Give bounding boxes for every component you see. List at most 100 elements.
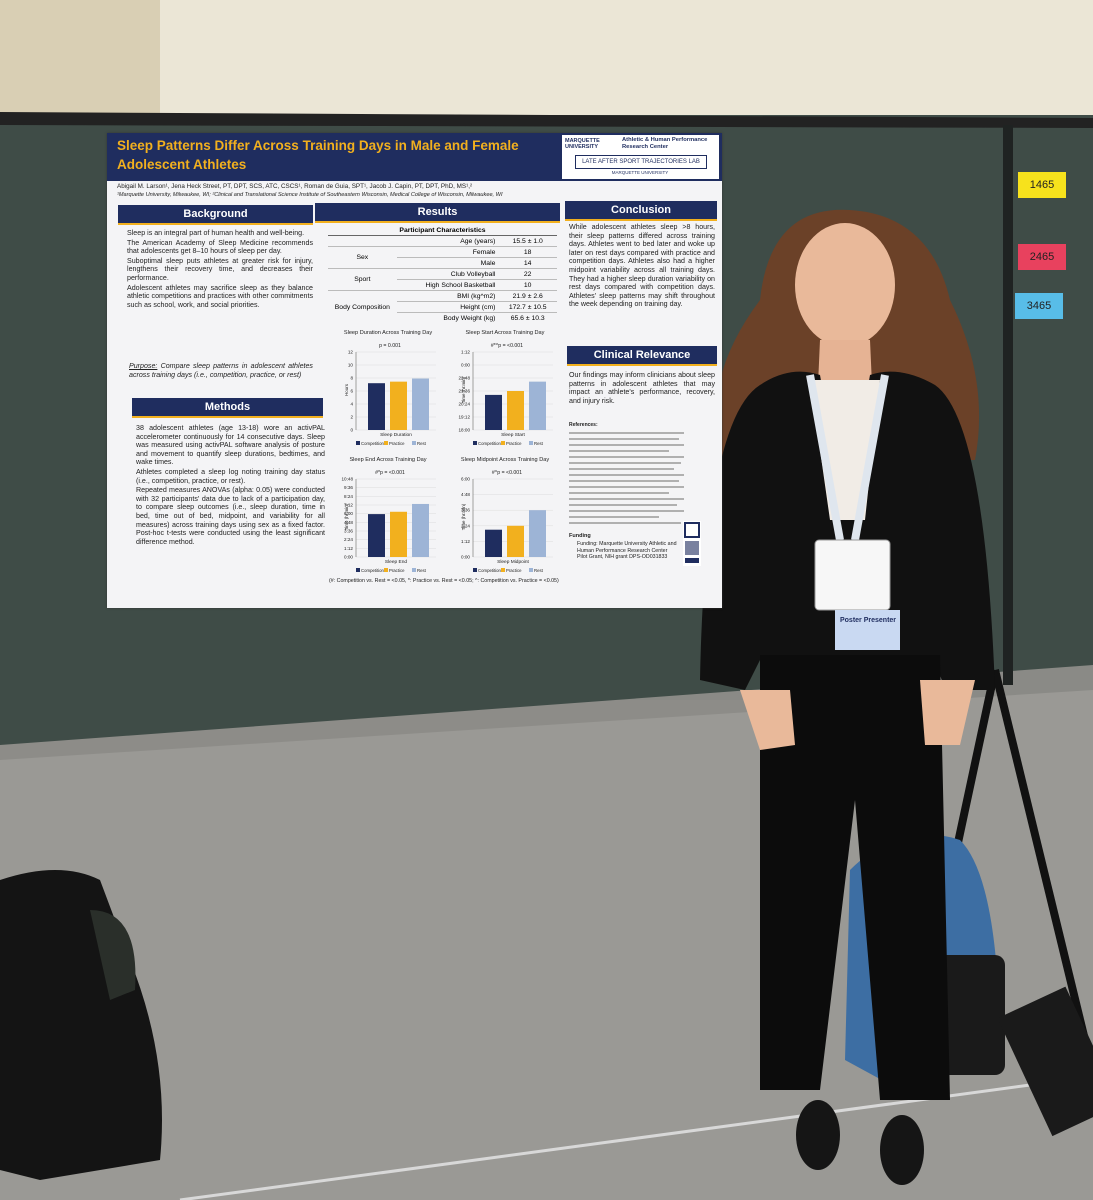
y-tick-label: 1:12 — [344, 546, 353, 551]
chart-title: Sleep Start Across Training Day — [466, 330, 545, 336]
legend-swatch — [501, 441, 505, 445]
table-row: Height (cm) 172.7 ± 10.5 — [328, 301, 557, 313]
bullet: Sleep is an integral part of human healt… — [127, 229, 313, 238]
y-tick-label: 22:48 — [459, 376, 471, 381]
y-tick-label: 2:24 — [344, 537, 353, 542]
y-tick-label: 8 — [350, 376, 353, 381]
bar — [368, 383, 385, 430]
authors: Abigail M. Larson¹, Jena Heck Street, PT… — [117, 183, 473, 190]
pants — [760, 655, 950, 1100]
section-heading: Clinical Relevance — [567, 346, 717, 366]
legend-swatch — [501, 568, 505, 572]
y-tick-label: 12 — [348, 350, 354, 355]
y-tick-label: 21:36 — [459, 389, 471, 394]
bullet: The American Academy of Sleep Medicine r… — [127, 239, 313, 256]
purpose-label: Purpose: — [129, 362, 158, 370]
bullet: 38 adolescent athletes (age 13-18) wore … — [136, 424, 325, 467]
legend-swatch — [473, 441, 477, 445]
chart-p: #*p = <0.001 — [375, 470, 405, 476]
y-tick-label: 20:24 — [459, 402, 471, 407]
bar — [485, 529, 502, 557]
table-row: Participant Characteristics — [328, 225, 557, 236]
legend-label: Rest — [534, 568, 544, 573]
chart-title: Sleep End Across Training Day — [349, 457, 426, 463]
table-row: Male 14 — [328, 257, 557, 269]
hand — [740, 690, 795, 750]
y-tick-label: 2:24 — [461, 523, 470, 528]
y-tick-label: 9:36 — [344, 485, 353, 490]
y-tick-label: 4:48 — [344, 520, 353, 525]
legend-swatch — [412, 441, 416, 445]
table-row: Body Composition BMI (kg^m2) 21.9 ± 2.6 — [328, 290, 557, 323]
value-cell: 14 — [498, 257, 557, 269]
y-tick-label: 2 — [350, 415, 353, 420]
affiliations: ¹Marquette University, Milwaukee, WI; ²C… — [117, 192, 503, 198]
bullet: Repeated measures ANOVAs (alpha: 0.05) w… — [136, 486, 325, 546]
references-heading: References: — [569, 422, 598, 428]
mini-chart: Sleep Midpoint Across Training Day #^p = … — [461, 457, 553, 573]
legend-swatch — [473, 568, 477, 572]
legend-swatch — [384, 568, 388, 572]
y-tick-label: 1:12 — [461, 350, 470, 355]
label-cell: Club Volleyball — [396, 268, 499, 280]
purpose: Purpose: Compare sleep patterns in adole… — [129, 362, 313, 396]
legend-swatch — [412, 568, 416, 572]
legend-label: Practice — [506, 441, 522, 446]
clinical-text: Our findings may inform clinicians about… — [569, 371, 715, 405]
tube — [997, 986, 1093, 1137]
legend-label: Rest — [417, 441, 427, 446]
y-tick-label: 19:12 — [459, 415, 471, 420]
label-cell: Body Weight (kg) — [396, 312, 499, 323]
y-tick-label: 10:48 — [342, 477, 354, 482]
value-cell: 22 — [498, 268, 557, 280]
bar — [412, 503, 429, 557]
label-cell: Female — [396, 246, 499, 258]
badge-ribbon — [835, 610, 900, 650]
jacket — [700, 371, 995, 690]
bullet-list: Sleep is an integral part of human healt… — [118, 229, 313, 309]
x-axis-label: Sleep End — [385, 559, 407, 565]
y-tick-label: 0:00 — [461, 555, 470, 560]
backpack-pocket — [935, 955, 1005, 1075]
bullet: Athletes completed a sleep log noting tr… — [136, 468, 325, 485]
qr-code — [683, 521, 701, 566]
y-tick-label: 3:36 — [461, 508, 470, 513]
legend-label: Practice — [389, 568, 405, 573]
chart-title: Sleep Midpoint Across Training Day — [461, 457, 550, 463]
purpose-text: Compare sleep patterns in adolescent ath… — [129, 362, 313, 379]
legend-label: Rest — [534, 441, 544, 446]
bar — [390, 511, 407, 557]
table-row: Body Weight (kg) 65.6 ± 10.3 — [328, 312, 557, 323]
funding-text: Funding: Marquette University Athletic a… — [577, 541, 677, 560]
bar — [412, 378, 429, 430]
y-tick-label: 6:00 — [461, 477, 470, 482]
methods-text: 38 adolescent athletes (age 13-18) wore … — [127, 424, 325, 599]
table-row: Sport Club Volleyball 22 — [328, 268, 557, 291]
value-cell: 172.7 ± 10.5 — [498, 301, 557, 313]
legend-label: Practice — [506, 568, 522, 573]
chart-p: p = 0.001 — [379, 343, 401, 349]
board-post — [1003, 125, 1013, 685]
value-cell: 21.9 ± 2.6 — [498, 290, 557, 302]
legend-swatch — [356, 441, 360, 445]
legend-label: Competition — [478, 441, 502, 446]
x-axis-label: Sleep Midpoint — [497, 559, 529, 565]
wall — [0, 0, 1093, 120]
references-lines — [569, 432, 684, 524]
y-axis-label: Time (hr:min) — [461, 376, 466, 403]
lab: LATE AFTER SPORT TRAJECTORIES LAB — [575, 155, 707, 169]
hand — [920, 680, 975, 745]
y-tick-label: 4 — [350, 402, 353, 407]
y-tick-label: 4:48 — [461, 492, 470, 497]
x-axis-label: Sleep Start — [501, 432, 525, 438]
legend-label: Competition — [361, 441, 385, 446]
y-tick-label: 0 — [350, 428, 353, 433]
floor-line — [179, 1083, 1031, 1200]
y-tick-label: 0:00 — [461, 363, 470, 368]
conclusion-text: While adolescent athletes sleep >8 hours… — [569, 223, 715, 309]
value-cell: 15.5 ± 1.0 — [498, 235, 557, 247]
background-text: Sleep is an integral part of human healt… — [118, 229, 313, 359]
legend-swatch — [384, 441, 388, 445]
mini-chart: Sleep Start Across Training Day #*^p = <0… — [459, 330, 553, 446]
section-heading: Results — [315, 203, 560, 223]
